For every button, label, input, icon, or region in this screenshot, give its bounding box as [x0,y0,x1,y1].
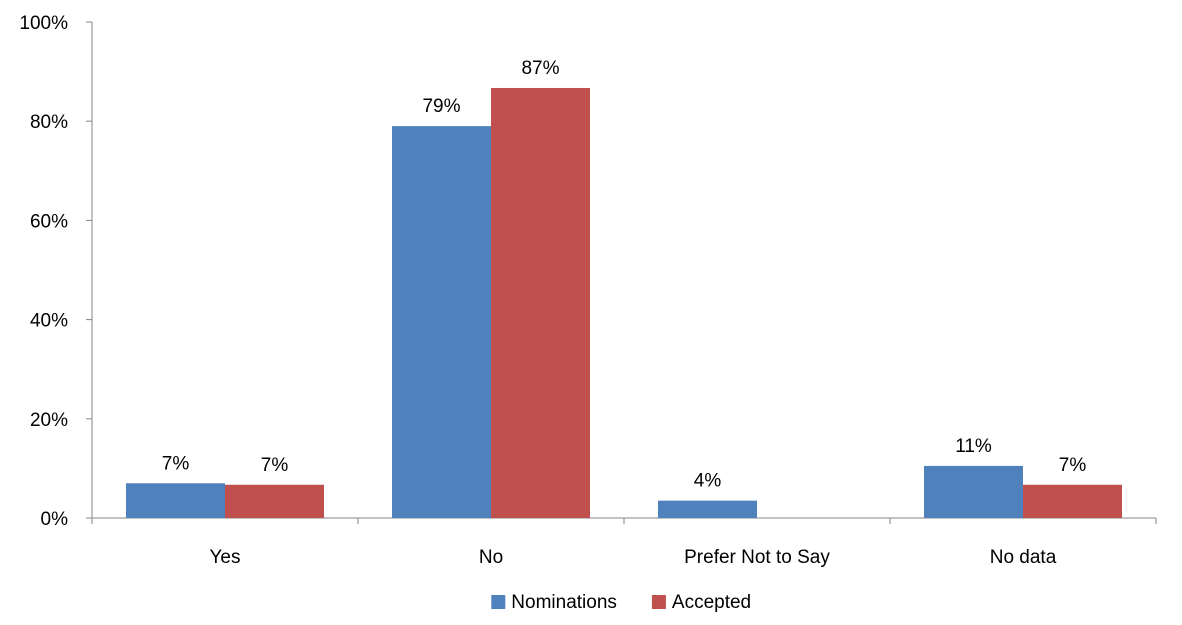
bar-accepted [491,87,590,518]
data-label: 7% [261,455,289,476]
data-label: 11% [955,436,992,457]
data-label: 79% [422,96,460,117]
bar-nominations [392,126,491,518]
legend: Nominations Accepted [491,592,751,613]
y-tick-label: 60% [30,211,68,232]
y-axis: 0% 20% 40% 60% 80% 100% [19,13,93,530]
legend-swatch [491,595,506,609]
category-label: No data [990,547,1057,568]
data-label: 4% [694,471,722,492]
legend-label: Nominations [511,592,617,613]
legend-label: Accepted [672,592,751,613]
y-tick-label: 20% [30,410,68,431]
bars [126,87,1122,518]
legend-swatch [651,595,666,609]
category-label: Yes [210,547,241,568]
x-axis: Yes No Prefer Not to Say No data [91,517,1157,568]
data-label: 7% [1059,455,1087,476]
category-label: Prefer Not to Say [684,547,830,568]
bar-nominations [924,465,1023,518]
bar-nominations [126,483,225,518]
y-tick-label: 40% [30,311,68,332]
y-tick-label: 80% [30,112,68,133]
data-labels: 7% 7% 79% 87% 4% 11% 7% [162,58,1087,492]
data-label: 87% [521,58,559,79]
y-tick-label: 100% [19,13,68,34]
bar-nominations [658,500,757,518]
y-tick-label: 0% [41,509,69,530]
bar-accepted [1023,484,1122,518]
data-label: 7% [162,453,190,474]
category-label: No [479,547,503,568]
bar-accepted [225,484,324,518]
